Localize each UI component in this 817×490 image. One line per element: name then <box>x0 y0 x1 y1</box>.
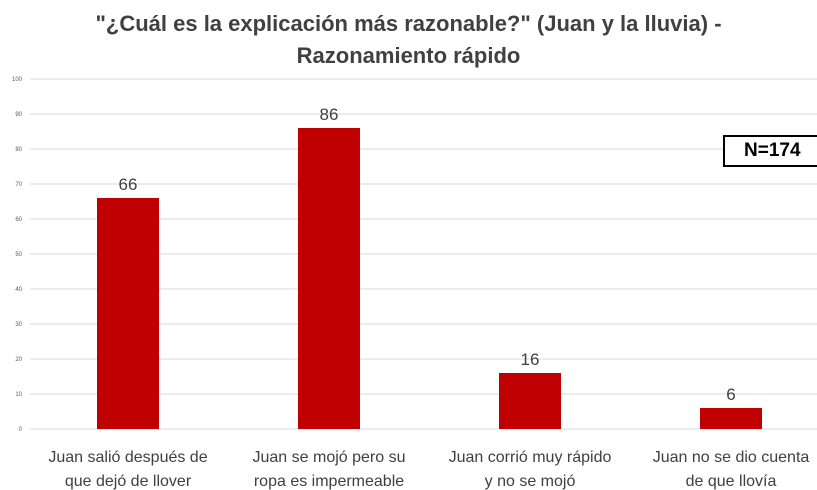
sample-size-badge: N=174 <box>723 135 817 167</box>
x-tick-label: que dejó de llover <box>65 473 192 490</box>
data-label: 66 <box>119 175 138 194</box>
bars <box>97 128 762 429</box>
data-label: 16 <box>521 350 540 369</box>
y-tick-label: 20 <box>15 357 22 363</box>
x-tick-label: Juan no se dio cuenta <box>653 449 810 466</box>
x-tick-label: ropa es impermeable <box>254 473 404 490</box>
bar <box>97 198 159 429</box>
y-tick-label: 70 <box>15 182 22 188</box>
x-tick-label: y no se mojó <box>485 473 576 490</box>
y-tick-label: 30 <box>15 322 22 328</box>
data-label: 86 <box>320 105 339 124</box>
y-tick-label: 80 <box>15 147 22 153</box>
y-tick-label: 100 <box>12 77 23 83</box>
data-label: 6 <box>726 385 735 404</box>
y-tick-label: 90 <box>15 112 22 118</box>
y-tick-label: 0 <box>19 427 23 433</box>
y-axis-ticks: 0 10 20 30 40 50 60 70 80 90 100 <box>12 77 23 433</box>
gridlines <box>30 78 817 430</box>
y-tick-label: 40 <box>15 287 22 293</box>
x-tick-label: Juan corrió muy rápido <box>449 449 612 466</box>
bar <box>298 128 360 429</box>
y-tick-label: 60 <box>15 217 22 223</box>
bar <box>499 373 561 429</box>
bar <box>700 408 762 429</box>
x-tick-label: Juan se mojó pero su <box>253 449 406 466</box>
x-tick-label: de que llovía <box>686 473 777 490</box>
chart-title: "¿Cuál es la explicación más razonable?"… <box>0 8 817 72</box>
x-axis-labels: Juan salió después de que dejó de llover J… <box>48 449 809 490</box>
y-tick-label: 10 <box>15 392 22 398</box>
x-tick-label: Juan salió después de <box>48 449 207 466</box>
chart-title-line-1: "¿Cuál es la explicación más razonable?"… <box>95 11 722 36</box>
chart-title-line-2: Razonamiento rápido <box>296 43 521 68</box>
y-tick-label: 50 <box>15 252 22 258</box>
data-labels: 66 86 16 6 <box>119 105 736 404</box>
